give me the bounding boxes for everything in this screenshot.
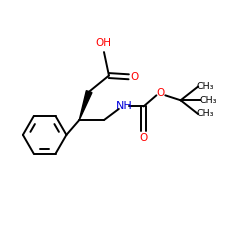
Text: CH₃: CH₃ [196,82,214,91]
Text: O: O [130,72,138,82]
Text: O: O [157,88,165,98]
Text: CH₃: CH₃ [199,96,216,105]
Polygon shape [79,91,92,120]
Text: CH₃: CH₃ [196,110,214,118]
Text: NH: NH [116,102,132,112]
Text: OH: OH [96,38,112,48]
Text: O: O [140,133,148,143]
